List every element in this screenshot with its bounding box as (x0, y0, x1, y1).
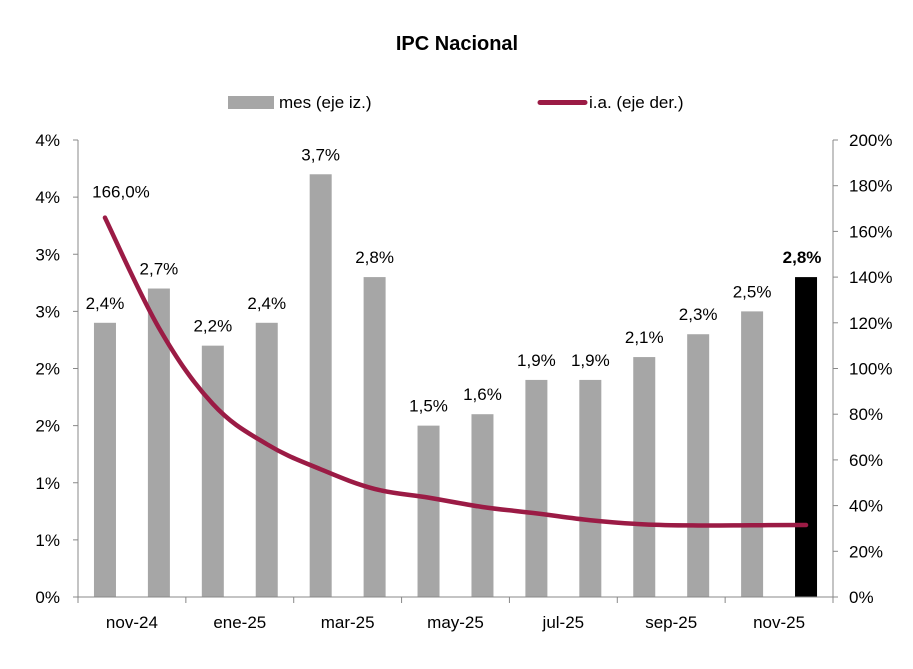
right-tick-label: 100% (849, 360, 892, 379)
bar-label-jun-25: 1,6% (463, 385, 502, 404)
bar-series (93, 174, 818, 597)
left-tick-label: 0% (35, 588, 60, 607)
bar-label-dic-25: 2,8% (783, 248, 822, 267)
right-tick-label: 40% (849, 497, 883, 516)
bar-label-feb-25: 2,4% (247, 294, 286, 313)
left-tick-label: 3% (35, 245, 60, 264)
right-tick-label: 0% (849, 588, 874, 607)
bar-data-labels: 2,4% 2,7% 2,2% 2,4% 3,7% 2,8% 1,5% 1,6% 1,9% 1,9%… (86, 145, 822, 415)
left-tick-label: 1% (35, 531, 60, 550)
bar-ago-25 (579, 379, 602, 597)
legend-label-ia: i.a. (eje der.) (589, 93, 684, 112)
left-tick-label: 1% (35, 474, 60, 493)
legend-swatch-bar (228, 96, 274, 109)
bar-dic-24 (147, 288, 170, 597)
x-tick-label: ene-25 (213, 613, 266, 632)
x-tick-label: nov-25 (753, 613, 805, 632)
x-tick-label: jul-25 (542, 613, 585, 632)
x-tick-label: may-25 (427, 613, 484, 632)
bar-oct-25 (687, 334, 710, 597)
right-tick-label: 160% (849, 222, 892, 241)
bar-jul-25 (525, 379, 548, 597)
right-tick-label: 180% (849, 177, 892, 196)
x-tick-label: mar-25 (321, 613, 375, 632)
axes: 0% 1% 1% 2% 2% 3% 3% 4% 4% 0% 20% 40% 60% 80% 100% 120%… (35, 131, 892, 632)
bar-feb-25 (255, 322, 278, 597)
bar-label-ene-25: 2,2% (193, 317, 232, 336)
bar-label-oct-25: 2,3% (679, 305, 718, 324)
bar-label-ago-25: 1,9% (571, 351, 610, 370)
right-tick-label: 200% (849, 131, 892, 150)
bar-may-25 (417, 425, 440, 597)
bar-label-may-25: 1,5% (409, 397, 448, 416)
bar-label-nov-24: 2,4% (86, 294, 125, 313)
line-ia (102, 215, 809, 528)
bar-abr-25 (363, 277, 386, 597)
bar-nov-25 (741, 311, 764, 597)
legend: mes (eje iz.) i.a. (eje der.) (228, 93, 684, 112)
bar-ene-25 (201, 345, 224, 597)
x-tick-label: nov-24 (106, 613, 158, 632)
bar-label-abr-25: 2,8% (355, 248, 394, 267)
line-label-first: 166,0% (92, 183, 150, 202)
left-tick-label: 2% (35, 360, 60, 379)
bar-label-sep-25: 2,1% (625, 328, 664, 347)
right-tick-label: 80% (849, 405, 883, 424)
bar-label-mar-25: 3,7% (301, 145, 340, 164)
bar-sep-25 (633, 357, 656, 597)
left-tick-label: 3% (35, 302, 60, 321)
right-tick-label: 140% (849, 268, 892, 287)
chart-title: IPC Nacional (396, 33, 518, 55)
bar-nov-24 (93, 322, 116, 597)
bar-label-dic-24: 2,7% (140, 260, 179, 279)
x-tick-label: sep-25 (645, 613, 697, 632)
bar-label-nov-25: 2,5% (733, 282, 772, 301)
bar-label-jul-25: 1,9% (517, 351, 556, 370)
line-series: 166,0% (92, 183, 809, 528)
left-tick-label: 2% (35, 417, 60, 436)
left-tick-label: 4% (35, 188, 60, 207)
left-tick-label: 4% (35, 131, 60, 150)
right-tick-label: 60% (849, 451, 883, 470)
right-tick-label: 120% (849, 314, 892, 333)
bar-dic-25 (795, 277, 818, 597)
bar-mar-25 (309, 174, 332, 597)
legend-label-mes: mes (eje iz.) (279, 93, 372, 112)
right-tick-label: 20% (849, 542, 883, 561)
